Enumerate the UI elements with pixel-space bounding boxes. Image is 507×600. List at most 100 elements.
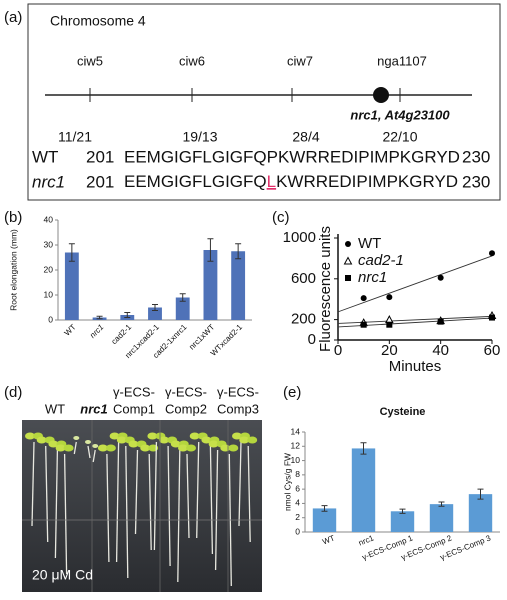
x-axis-label: Minutes (389, 358, 442, 375)
photo-label: nrc1 (80, 401, 107, 416)
y-tick-label: 0 (295, 526, 300, 536)
error-bar (321, 505, 328, 512)
y-tick-label: 30 (44, 239, 54, 249)
bar (429, 504, 454, 532)
photo-label: Comp2 (165, 401, 207, 416)
recombinant-ratio: 19/13 (182, 129, 217, 145)
photo-label: γ-ECS- (113, 384, 155, 399)
recombinant-ratio: 22/10 (382, 129, 417, 145)
cotyledon (208, 440, 219, 448)
x-tick-label: WT (63, 322, 78, 337)
y-tick-label: 6 (295, 483, 300, 493)
root (31, 441, 35, 527)
sequence-label: WT (32, 147, 58, 166)
cotyledon (170, 440, 181, 448)
panel-label: (e) (283, 384, 301, 401)
sequence-segment: KWRREDIPIMPKGRYD (276, 172, 458, 191)
y-tick-label: 1000 (283, 229, 316, 246)
cotyledon (247, 436, 258, 444)
y-tick-label: 4 (295, 498, 300, 508)
x-tick-label: 40 (432, 342, 449, 359)
cotyledon (25, 432, 35, 440)
y-axis-label: Root elongation (mm) (8, 229, 18, 311)
cotyledon (48, 440, 59, 448)
root (45, 445, 49, 543)
sequence-start: 201 (86, 147, 114, 166)
bar (312, 508, 337, 532)
legend-label: WT (358, 235, 381, 252)
mutation: L (267, 172, 276, 191)
error-bar (96, 315, 103, 320)
y-axis-label: Fluorescence units (317, 226, 334, 352)
cotyledon (159, 436, 170, 444)
root (177, 449, 181, 583)
recombinant-ratio: 11/21 (58, 129, 92, 145)
root (148, 453, 152, 551)
gene-locus (373, 87, 389, 103)
bar (64, 252, 79, 320)
sequence: EEMGIGFLGIGFQLKWRREDIPIMPKGRYD (124, 172, 458, 191)
data-point (437, 318, 444, 325)
cotyledon (128, 440, 139, 448)
panel-label: (d) (4, 384, 22, 401)
photo-label: γ-ECS- (217, 384, 259, 399)
error-bar (438, 501, 445, 507)
y-tick-label: 40 (44, 214, 54, 224)
legend-marker (345, 241, 351, 247)
error-bar (152, 304, 158, 311)
x-tick-label: cad2-1 (110, 322, 134, 346)
x-tick-label: WT (321, 533, 336, 546)
marker-name: ciw5 (77, 53, 103, 68)
y-tick-label: 2 (295, 512, 300, 522)
x-tick-label: nrc1 (88, 323, 105, 340)
marker-name: ciw6 (179, 53, 205, 68)
marker-name: nga1107 (377, 53, 427, 68)
photo-label: γ-ECS- (165, 384, 207, 399)
root (73, 441, 77, 455)
bar (351, 448, 376, 532)
sequence-start: 201 (86, 172, 114, 191)
sequence-label: nrc1 (32, 172, 65, 191)
root (247, 445, 251, 543)
cotyledon (186, 444, 196, 452)
bar (231, 251, 246, 320)
sequence-end: 230 (462, 172, 490, 191)
cotyledon (97, 444, 108, 452)
bar (175, 297, 190, 320)
chromosome-title: Chromosome 4 (50, 13, 146, 29)
error-bar (399, 508, 406, 514)
cotyledon (147, 432, 158, 440)
y-tick-label: 14 (291, 426, 301, 436)
cotyledon (85, 440, 91, 444)
cotyledon (63, 444, 74, 452)
sequence-segment: EEMGIGFLGIGFQ (124, 172, 267, 191)
root (125, 445, 129, 579)
x-tick-label: nrc1 (357, 533, 375, 547)
legend-label: nrc1 (358, 269, 387, 286)
cotyledon (73, 436, 80, 440)
gene-name: nrc1, At4g23100 (350, 107, 450, 122)
seedlings (25, 432, 258, 587)
cotyledon (116, 436, 127, 444)
y-tick-label: 8 (295, 469, 300, 479)
cotyledon (189, 432, 200, 440)
cotyledon (239, 436, 250, 444)
cotyledon (92, 444, 99, 448)
panel-frame (27, 3, 501, 201)
bar (390, 511, 415, 532)
data-point (386, 321, 393, 328)
legend-label: cad2-1 (358, 252, 404, 269)
y-tick-label: 0 (308, 331, 316, 348)
cotyledon (36, 436, 47, 444)
cotyledon (55, 444, 66, 452)
root (153, 441, 158, 551)
panel-label: (b) (4, 209, 22, 226)
y-tick-label: 10 (291, 455, 301, 465)
photo-label: Comp3 (217, 401, 259, 416)
root (87, 445, 91, 459)
x-tick-label: 60 (484, 342, 501, 359)
cotyledon (109, 432, 120, 440)
error-bar (235, 243, 242, 260)
sequence-end: 230 (462, 147, 490, 166)
